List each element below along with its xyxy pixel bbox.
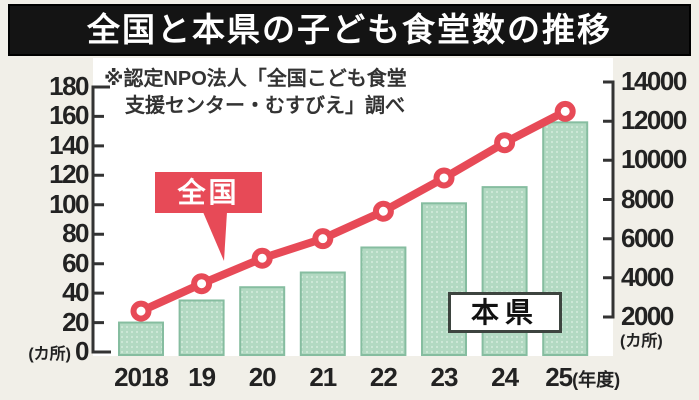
- x-axis-unit: (年度): [572, 370, 621, 390]
- right-axis-tick-label: 2000: [621, 301, 674, 331]
- bar-honken: [360, 246, 407, 357]
- left-axis-tick-label: 160: [49, 100, 89, 131]
- bar-honken: [118, 321, 164, 356]
- left-axis-bracket: [91, 85, 111, 354]
- line-label-pointer: [203, 212, 227, 261]
- bar-honken: [239, 286, 286, 357]
- source-note: ※認定NPO法人「全国こども食堂 支援センター・むすびえ」調べ: [104, 66, 407, 120]
- right-axis-tick-label: 14000: [621, 66, 687, 96]
- right-axis-unit: (カ所): [620, 333, 663, 350]
- x-axis-tick-label: 25(年度): [545, 362, 621, 392]
- source-note-line1: ※認定NPO法人「全国こども食堂: [104, 68, 407, 90]
- right-axis-tick-label: 12000: [621, 105, 687, 136]
- line-marker: [312, 228, 334, 250]
- left-axis-tick-label: 40: [62, 277, 89, 308]
- left-axis-tick-label: 180: [49, 71, 89, 101]
- right-axis-tick-label: 10000: [621, 144, 687, 175]
- x-axis-tick-label: 20: [248, 362, 277, 392]
- left-axis-tick-label: 20: [62, 306, 89, 337]
- line-marker: [130, 300, 152, 322]
- line-marker: [494, 132, 516, 154]
- left-axis-tick-label: 80: [62, 218, 89, 249]
- left-axis-unit: (カ所): [28, 346, 71, 363]
- right-axis-tick-label: 6000: [621, 222, 674, 253]
- line-marker: [433, 167, 455, 189]
- right-axis-tick-label: 8000: [621, 183, 674, 214]
- bar-honken: [542, 121, 589, 357]
- x-axis-tick-label: 19: [188, 362, 216, 392]
- left-axis-tick-label: 0: [75, 336, 89, 366]
- left-axis-tick-label: 120: [49, 159, 89, 190]
- right-axis-tick-label: 4000: [621, 261, 674, 292]
- x-axis-tick-label: 24: [491, 362, 519, 392]
- bar-honken: [178, 299, 225, 357]
- left-axis-tick-label: 100: [49, 188, 89, 219]
- source-note-line2: 支援センター・むすびえ」調べ: [125, 95, 405, 117]
- bar-series-label-honken: 本県: [448, 292, 562, 333]
- left-axis-tick-label: 140: [49, 129, 89, 160]
- line-marker: [554, 100, 576, 122]
- right-axis-bracket: [603, 80, 615, 319]
- x-axis-tick-label: 23: [430, 362, 459, 392]
- left-axis-tick-label: 60: [62, 247, 89, 278]
- chart-title: 全国と本県の子ども食堂数の推移: [8, 4, 691, 56]
- bar-honken: [299, 271, 346, 356]
- x-axis-tick-label: 2018: [114, 362, 169, 392]
- line-series-label-zenkoku: 全国: [155, 172, 262, 213]
- line-marker: [251, 247, 273, 269]
- line-marker: [372, 200, 394, 222]
- line-marker: [191, 273, 213, 295]
- x-axis-tick-label: 22: [369, 362, 398, 392]
- x-axis-tick-label: 21: [309, 362, 337, 392]
- trend-line-zenkoku: [137, 107, 570, 316]
